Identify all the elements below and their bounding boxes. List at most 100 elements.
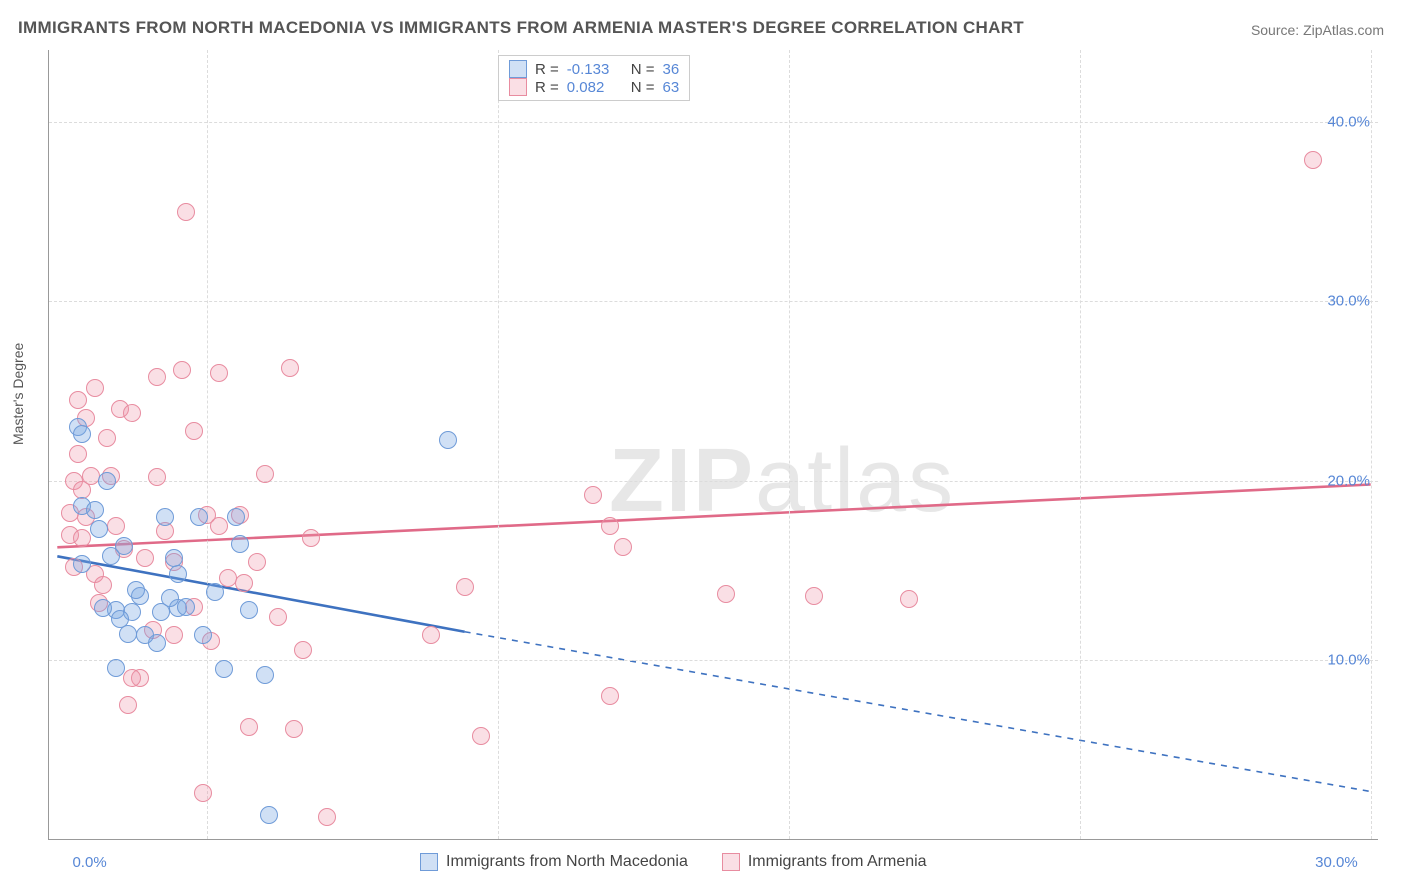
y-tick-label: 20.0% [1327,472,1370,489]
gridline-vertical [207,50,208,839]
data-point-macedonia [73,555,91,573]
data-point-macedonia [119,625,137,643]
data-point-armenia [165,626,183,644]
legend-swatch [509,78,527,96]
data-point-macedonia [136,626,154,644]
data-point-armenia [173,361,191,379]
legend-n-value: 63 [663,79,680,96]
data-point-macedonia [206,583,224,601]
data-point-armenia [235,574,253,592]
gridline-horizontal [49,660,1378,661]
legend-n-label: N = [631,61,655,78]
y-tick-label: 40.0% [1327,113,1370,130]
data-point-armenia [98,429,116,447]
gridline-vertical [1371,50,1372,839]
data-point-macedonia [260,806,278,824]
gridline-vertical [1080,50,1081,839]
data-point-armenia [805,587,823,605]
data-point-macedonia [156,508,174,526]
data-point-macedonia [194,626,212,644]
gridline-vertical [498,50,499,839]
data-point-armenia [1304,151,1322,169]
data-point-armenia [422,626,440,644]
data-point-macedonia [439,431,457,449]
gridline-vertical [789,50,790,839]
data-point-armenia [584,486,602,504]
data-point-macedonia [94,599,112,617]
data-point-armenia [123,404,141,422]
data-point-macedonia [107,659,125,677]
data-point-armenia [601,517,619,535]
source-label: Source: ZipAtlas.com [1251,22,1384,38]
plot-area: ZIPatlas [48,50,1378,840]
data-point-armenia [107,517,125,535]
data-point-armenia [302,529,320,547]
x-tick-label: 0.0% [72,854,106,871]
legend-row: R =0.082N =63 [509,78,679,96]
data-point-macedonia [165,549,183,567]
legend-row: R =-0.133N =36 [509,60,679,78]
data-point-armenia [256,465,274,483]
x-tick-label: 30.0% [1315,854,1358,871]
data-point-armenia [119,696,137,714]
legend-r-label: R = [535,61,559,78]
legend-r-value: 0.082 [567,79,623,96]
data-point-macedonia [215,660,233,678]
data-point-macedonia [169,565,187,583]
chart-title: IMMIGRANTS FROM NORTH MACEDONIA VS IMMIG… [18,18,1024,38]
data-point-armenia [294,641,312,659]
data-point-armenia [94,576,112,594]
data-point-macedonia [231,535,249,553]
data-point-armenia [717,585,735,603]
data-point-macedonia [256,666,274,684]
legend-item: Immigrants from Armenia [722,853,927,871]
data-point-macedonia [98,472,116,490]
data-point-armenia [900,590,918,608]
data-point-armenia [148,468,166,486]
legend-label: Immigrants from North Macedonia [446,853,688,871]
data-point-armenia [73,529,91,547]
data-point-macedonia [90,520,108,538]
legend-r-value: -0.133 [567,61,623,78]
data-point-armenia [456,578,474,596]
data-point-armenia [123,669,141,687]
data-point-armenia [601,687,619,705]
data-point-macedonia [152,603,170,621]
y-axis-title: Master's Degree [10,343,26,445]
data-point-armenia [240,718,258,736]
data-point-macedonia [240,601,258,619]
legend-item: Immigrants from North Macedonia [420,853,688,871]
data-point-armenia [285,720,303,738]
y-tick-label: 30.0% [1327,293,1370,310]
legend-swatch [509,60,527,78]
data-point-macedonia [127,581,145,599]
data-point-armenia [148,368,166,386]
series-legend: Immigrants from North Macedonia Immigrant… [420,853,927,871]
data-point-armenia [219,569,237,587]
legend-label: Immigrants from Armenia [748,853,927,871]
legend-swatch [420,853,438,871]
trend-line-armenia [57,485,1370,548]
data-point-macedonia [115,537,133,555]
data-point-armenia [185,422,203,440]
data-point-macedonia [73,425,91,443]
legend-n-label: N = [631,79,655,96]
legend-swatch [722,853,740,871]
data-point-armenia [210,517,228,535]
trend-line-macedonia-dashed [465,632,1371,792]
data-point-armenia [69,391,87,409]
data-point-armenia [269,608,287,626]
data-point-armenia [194,784,212,802]
data-point-macedonia [86,501,104,519]
gridline-horizontal [49,301,1378,302]
data-point-macedonia [227,508,245,526]
data-point-armenia [86,379,104,397]
gridline-horizontal [49,122,1378,123]
data-point-armenia [318,808,336,826]
gridline-horizontal [49,481,1378,482]
correlation-legend: R =-0.133N =36R =0.082N =63 [498,55,690,101]
data-point-armenia [177,203,195,221]
data-point-armenia [82,467,100,485]
y-tick-label: 10.0% [1327,652,1370,669]
data-point-macedonia [177,598,195,616]
